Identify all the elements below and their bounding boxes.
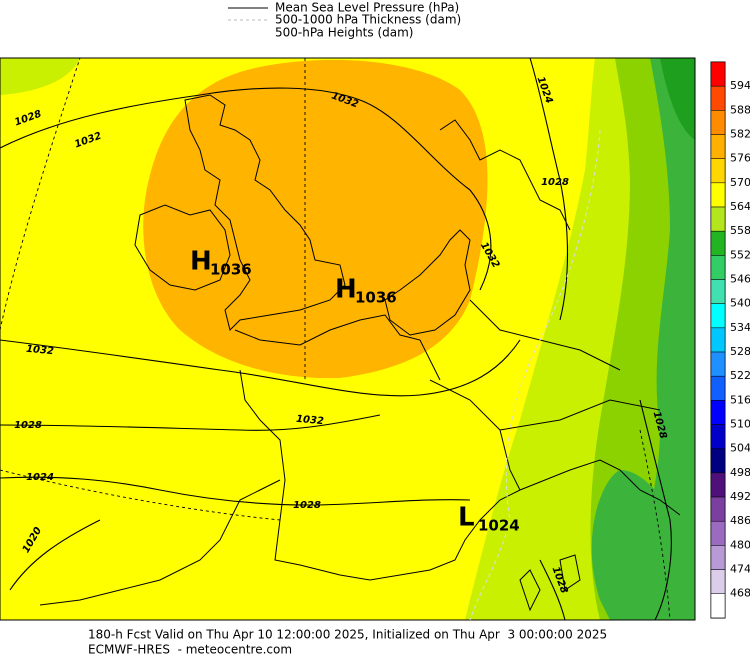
colorbar-label: 492: [730, 490, 750, 503]
colorbar-label: 516: [730, 393, 750, 406]
colorbar-cell: [710, 303, 726, 329]
colorbar-cell: [710, 182, 726, 208]
colorbar-label: 582: [730, 128, 750, 141]
colorbar-label: 570: [730, 176, 750, 189]
colorbar-label: 480: [730, 538, 750, 551]
colorbar-label: 534: [730, 321, 750, 334]
isobar-label: 1028: [541, 177, 569, 188]
fill-546: [660, 58, 695, 140]
thickness-lines: [0, 57, 671, 621]
pressure-center: H: [190, 247, 212, 277]
colorbar-cell: [710, 206, 726, 232]
colorbar-cell: [710, 279, 726, 304]
map-frame: [0, 57, 696, 621]
colorbar-cell: [710, 545, 726, 570]
colorbar-label: 474: [730, 563, 750, 576]
pressure-center: H: [335, 275, 357, 305]
colorbar-label: 504: [730, 442, 750, 455]
isobar-label: 1024: [26, 472, 54, 483]
colorbar-cell: [710, 375, 726, 401]
colorbar-label: 564: [730, 200, 750, 213]
isobar-label: 1032: [296, 414, 325, 427]
footer-line: ECMWF-HRES - meteocentre.com: [88, 643, 292, 656]
legend-entry: 500-hPa Heights (dam): [275, 26, 413, 40]
isobars: [0, 57, 672, 621]
colorbar-cell: [710, 424, 726, 449]
isobar-label: 1028: [14, 420, 42, 431]
colorbar-label: 558: [730, 224, 750, 237]
pressure-center-value: 1036: [210, 261, 252, 279]
colorbar-label: 576: [730, 152, 750, 165]
fill-576: [143, 59, 488, 379]
colorbar-cell: [710, 569, 726, 594]
colorbar-cell: [710, 158, 726, 184]
colorbar-cell: [710, 61, 726, 87]
colorbar-cell: [710, 327, 726, 353]
colorbar-label: 546: [730, 273, 750, 286]
pressure-center-value: 1024: [478, 517, 520, 535]
fill-564: [0, 58, 80, 95]
colorbar-cell: [710, 110, 726, 135]
colorbar-label: 528: [730, 345, 750, 358]
colorbar-cell: [710, 351, 726, 377]
colorbar-label: 540: [730, 297, 750, 310]
colorbar-cell: [710, 448, 726, 474]
colorbar-cell: [710, 230, 726, 256]
pressure-center: L: [458, 503, 475, 533]
colorbar-cell: [710, 496, 726, 522]
colorbar-cell: [710, 85, 726, 111]
colorbar-label: 522: [730, 369, 750, 382]
colorbar-label: 552: [730, 248, 750, 261]
colorbar-label: 588: [730, 103, 750, 116]
legend-entry: Mean Sea Level Pressure (hPa): [275, 1, 459, 15]
colorbar-cell: [710, 400, 726, 425]
isobar-label: 1028: [293, 500, 321, 511]
map-area: [0, 57, 696, 621]
colorbar-label: 510: [730, 418, 750, 431]
isobar-label: 1032: [26, 344, 55, 357]
legend-entry: 500-1000 hPa Thickness (dam): [275, 13, 461, 27]
colorbar-label: 498: [730, 466, 750, 479]
pressure-center-value: 1036: [355, 289, 397, 307]
colorbar-label: 594: [730, 79, 750, 92]
colorbar-label: 468: [730, 587, 750, 600]
fill-552: [637, 58, 695, 620]
colorbar-cell: [710, 520, 726, 546]
colorbar-cell: [710, 593, 726, 619]
colorbar-cell: [710, 255, 726, 280]
footer-line: 180-h Fcst Valid on Thu Apr 10 12:00:00 …: [88, 628, 607, 642]
coastlines: [39, 94, 681, 612]
colorbar-label: 486: [730, 514, 750, 527]
colorbar-cell: [710, 134, 726, 159]
fill-552: [591, 470, 695, 620]
colorbar-cell: [710, 472, 726, 498]
